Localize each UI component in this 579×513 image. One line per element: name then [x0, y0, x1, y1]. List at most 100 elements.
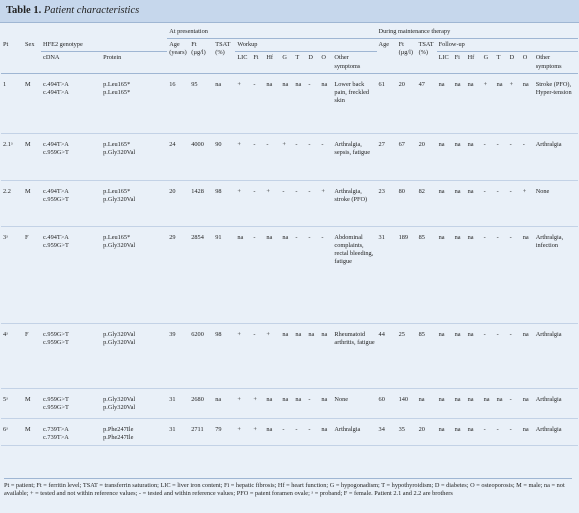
- table-cell: -: [509, 187, 512, 195]
- table-cell: -: [308, 425, 311, 433]
- table-cell: -: [253, 330, 256, 338]
- table-cell: -: [295, 187, 298, 195]
- table-cell: c.494T>A c.959G>T: [41, 180, 101, 226]
- cell-line: c.739T>A: [43, 425, 69, 433]
- table-cell: na: [454, 330, 461, 338]
- header-cell: Hf: [266, 54, 273, 62]
- table-label: Table 1.: [6, 5, 42, 16]
- table-cell: +: [237, 395, 241, 403]
- table-cell: +: [509, 80, 514, 88]
- table-cell: p.Phe247Ile p.Phe247Ile: [101, 418, 167, 445]
- header-row: Pt Sex HFE2 genotype Age (years) Ft (µg/…: [1, 38, 578, 56]
- table-cell: na: [308, 330, 315, 338]
- table-cell: +: [237, 140, 241, 148]
- header-cell: O: [522, 54, 528, 62]
- table-cell: -: [509, 395, 512, 403]
- table-cell: -: [483, 140, 486, 148]
- header-cell: Protein: [103, 54, 122, 62]
- table-cell: Lower back pain, freckled skin: [334, 80, 370, 105]
- cell-line: p.Leu165*: [103, 140, 131, 148]
- table-cell: p.Gly320Val p.Gly320Val: [101, 323, 167, 388]
- table-cell: 16: [169, 80, 176, 88]
- table-cell: na: [282, 330, 289, 338]
- table-cell: Rheumatoid arthritis, fatigue: [334, 330, 375, 347]
- table-cell: 61: [378, 80, 385, 88]
- table-cell: 67: [398, 140, 405, 148]
- table-cell: 4000: [191, 140, 204, 148]
- table-cell: -: [496, 187, 499, 195]
- table-cell: 20: [418, 140, 425, 148]
- table-cell: 60: [378, 395, 385, 403]
- table-header: At presentation During maintenance thera…: [1, 23, 578, 74]
- table-cell: -: [483, 330, 486, 338]
- table-cell: +: [237, 187, 241, 195]
- table-cell: p.Leu165* p.Gly320Val: [101, 226, 167, 323]
- table-cell: -: [522, 140, 525, 148]
- table-cell: na: [321, 80, 328, 88]
- group-header: During maintenance therapy: [376, 23, 578, 40]
- table-cell: na: [467, 395, 474, 403]
- header-cell: Other symptoms: [334, 54, 361, 70]
- header-cell: Fi: [454, 54, 460, 62]
- table-cell: na: [266, 80, 273, 88]
- table-cell: na: [483, 395, 490, 403]
- table-cell: Arthralgia, infection: [535, 233, 564, 250]
- table-cell: -: [509, 140, 512, 148]
- table-cell: 2854: [191, 233, 204, 241]
- table-cell: Arthralgia, stroke (PFO): [334, 187, 368, 204]
- header-cell: LIC: [438, 54, 449, 62]
- table-cell: M: [25, 395, 31, 403]
- table-cell: None: [334, 395, 349, 403]
- table-cell: 6ᵃ: [3, 425, 8, 433]
- table-cell: -: [295, 425, 298, 433]
- table-cell: 20: [398, 80, 405, 88]
- table-cell: na: [418, 395, 425, 403]
- table-cell: 1: [3, 80, 7, 88]
- table-cell: 2.1ᵃ: [3, 140, 13, 148]
- cell-line: c.959G>T: [43, 395, 69, 403]
- table-cell: 82: [418, 187, 425, 195]
- table-cell: 5ᵃ: [3, 395, 8, 403]
- table-cell: c.959G>T c.959G>T: [41, 388, 101, 418]
- table-cell: +: [237, 330, 241, 338]
- table-cell: +: [237, 425, 241, 433]
- cell-line: c.959G>T: [43, 196, 69, 204]
- table-cell: 79: [215, 425, 222, 433]
- table-cell: 29: [169, 233, 176, 241]
- table-cell: Arthralgia: [535, 140, 562, 148]
- cell-line: c.959G>T: [43, 404, 69, 412]
- table-cell: -: [253, 233, 256, 241]
- header-cell: HFE2 genotype: [41, 38, 168, 53]
- table-cell: 39: [169, 330, 176, 338]
- table-cell: -: [308, 233, 311, 241]
- cell-line: p.Gly320Val: [103, 339, 136, 347]
- table-cell: +: [253, 425, 257, 433]
- table-cell: na: [295, 395, 302, 403]
- table-caption: Patient characteristics: [43, 5, 140, 16]
- table-cell: 3ᵃ: [3, 233, 8, 241]
- table-cell: -: [282, 425, 285, 433]
- table-cell: na: [467, 187, 474, 195]
- header-cell: G: [483, 54, 489, 62]
- header-cell: Follow-up: [436, 38, 578, 53]
- table-cell: -: [483, 187, 486, 195]
- cell-line: p.Phe247Ile: [103, 434, 134, 442]
- header-row: cDNA Protein LIC Fi Hf G T D O Other symptoms LIC F…: [1, 52, 578, 73]
- table-cell: na: [454, 140, 461, 148]
- table-cell: na: [467, 80, 474, 88]
- table-cell: na: [454, 233, 461, 241]
- table-cell: na: [266, 395, 273, 403]
- table: At presentation During maintenance thera…: [1, 23, 578, 446]
- table-cell: 6200: [191, 330, 204, 338]
- table-cell: +: [522, 187, 527, 195]
- table-cell: -: [253, 140, 256, 148]
- table-cell: 90: [215, 140, 222, 148]
- table-cell: Arthralgia: [535, 425, 562, 433]
- cell-line: p.Gly320Val: [103, 149, 136, 157]
- header-cell: cDNA: [43, 54, 60, 62]
- header-cell: Hf: [467, 54, 475, 62]
